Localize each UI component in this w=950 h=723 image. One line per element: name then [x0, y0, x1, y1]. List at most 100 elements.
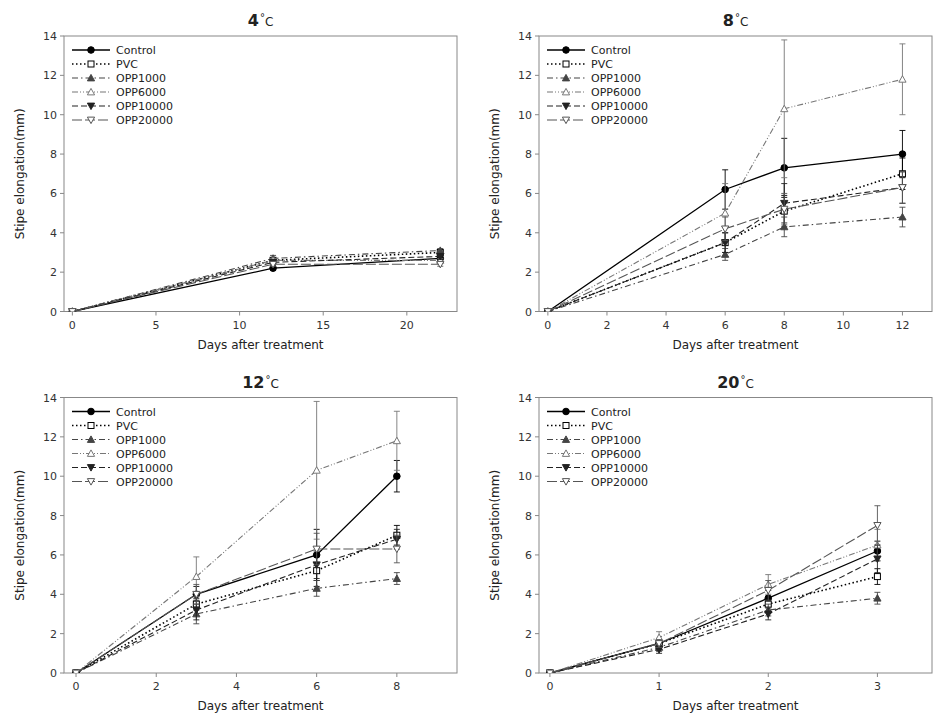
- error-bar: [899, 44, 905, 115]
- legend-label: PVC: [116, 420, 138, 433]
- legend-item: OPP1000: [547, 434, 641, 447]
- x-tick: [606, 312, 607, 316]
- data-point: [72, 669, 79, 673]
- series-line: [548, 188, 903, 312]
- error-bar: [899, 130, 905, 177]
- series: [544, 172, 906, 312]
- x-tick: [396, 673, 397, 677]
- x-tick: [236, 673, 237, 677]
- y-tick-label: 4: [50, 588, 57, 601]
- legend-label: OPP20000: [116, 114, 173, 127]
- data-point: [437, 254, 444, 260]
- y-tick: [60, 554, 64, 555]
- x-tick: [843, 312, 844, 316]
- error-bar: [394, 573, 400, 585]
- data-point: [437, 261, 444, 267]
- legend-marker: [563, 408, 570, 415]
- data-point: [193, 573, 200, 579]
- series-line: [550, 598, 878, 673]
- annotation-part: 8: [723, 11, 734, 30]
- legend-item: OPP1000: [547, 72, 641, 85]
- x-tick-label: 2: [603, 319, 610, 332]
- data-point: [393, 437, 400, 443]
- legend-label: OPP20000: [591, 476, 648, 489]
- series: [547, 569, 881, 673]
- legend-marker: [87, 117, 94, 123]
- annotation: 20°C: [717, 373, 754, 392]
- error-bar: [899, 172, 905, 203]
- y-tick: [60, 515, 64, 516]
- series: [544, 172, 906, 312]
- legend-marker: [563, 61, 569, 67]
- data-point: [69, 308, 76, 312]
- series-line: [550, 559, 878, 673]
- legend-item: OPP10000: [72, 462, 173, 475]
- y-tick-label: 4: [525, 227, 532, 240]
- legend-marker: [562, 465, 569, 471]
- annotation-part: C: [270, 377, 278, 391]
- plot-frame: [64, 398, 457, 674]
- x-tick-label: 8: [781, 319, 788, 332]
- error-bar: [781, 40, 787, 178]
- legend-marker: [562, 103, 569, 109]
- data-point: [874, 556, 881, 562]
- series: [69, 249, 443, 311]
- legend-label: OPP10000: [591, 462, 648, 475]
- x-tick: [768, 673, 769, 677]
- y-tick-label: 14: [518, 30, 532, 43]
- x-tick-label: 0: [544, 319, 551, 332]
- legend-item: OPP20000: [547, 114, 648, 127]
- error-bar: [765, 581, 771, 601]
- data-point: [544, 308, 551, 312]
- x-tick-label: 10: [836, 319, 850, 332]
- error-bar: [193, 604, 199, 624]
- y-tick: [60, 311, 64, 312]
- data-point: [69, 309, 76, 312]
- annotation: 8°C: [723, 11, 749, 30]
- legend-marker: [87, 436, 94, 442]
- y-axis-label: Stipe elongation(mm): [13, 108, 27, 239]
- data-point: [781, 105, 788, 111]
- data-point: [544, 309, 551, 312]
- series-line: [76, 579, 397, 673]
- data-point: [899, 185, 906, 191]
- y-tick-label: 6: [50, 549, 57, 562]
- data-point: [193, 591, 200, 597]
- y-tick: [60, 75, 64, 76]
- error-bar: [314, 581, 320, 597]
- data-point: [313, 546, 320, 552]
- data-point: [73, 670, 80, 673]
- legend-marker: [87, 465, 94, 471]
- x-tick-label: 2: [153, 680, 160, 693]
- y-tick-label: 0: [525, 667, 532, 680]
- annotation-part: 4: [248, 11, 259, 30]
- y-tick: [535, 75, 539, 76]
- data-point: [73, 670, 79, 673]
- series: [69, 247, 444, 312]
- series: [72, 573, 400, 673]
- data-point: [313, 467, 320, 473]
- data-point: [765, 587, 772, 593]
- legend-label: Control: [591, 44, 631, 57]
- series-line: [548, 217, 903, 311]
- y-tick-label: 10: [518, 470, 532, 483]
- legend-marker: [87, 450, 94, 456]
- data-point: [655, 641, 662, 647]
- subplot: 024681012140123Days after treatmentStipe…: [488, 373, 932, 714]
- x-axis-label: Days after treatment: [672, 699, 798, 713]
- legend-marker: [88, 423, 94, 429]
- data-point: [393, 575, 400, 581]
- series-line: [76, 535, 397, 673]
- data-point: [899, 213, 906, 219]
- x-tick-label: 10: [233, 319, 247, 332]
- data-point: [546, 670, 553, 673]
- y-tick-label: 12: [518, 69, 532, 82]
- data-point: [69, 309, 75, 312]
- x-tick: [666, 312, 667, 316]
- data-point: [874, 574, 880, 580]
- legend-item: OPP6000: [72, 86, 166, 99]
- subplot: 0246810121405101520Days after treatmentS…: [13, 11, 457, 352]
- y-tick: [60, 232, 64, 233]
- data-point: [547, 670, 553, 673]
- y-tick-label: 12: [43, 69, 57, 82]
